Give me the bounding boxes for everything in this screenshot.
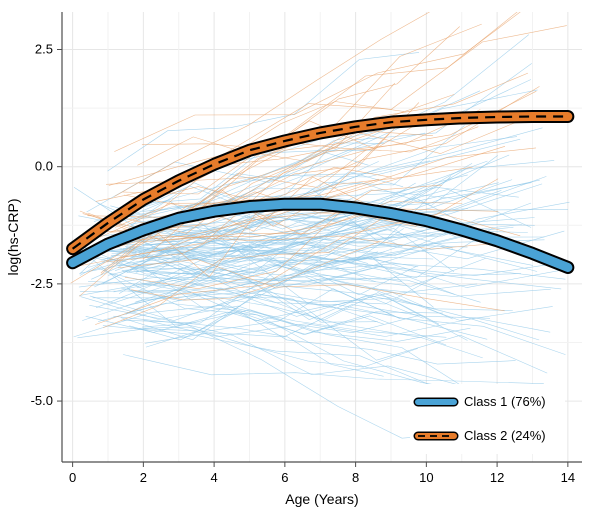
x-tick-label: 4 bbox=[210, 470, 217, 485]
legend-item-label: Class 1 (76%) bbox=[464, 394, 546, 409]
legend-item-label: Class 2 (24%) bbox=[464, 428, 546, 443]
y-axis-label: log(hs-CRP) bbox=[5, 198, 21, 275]
x-tick-label: 14 bbox=[561, 470, 575, 485]
x-tick-label: 12 bbox=[490, 470, 504, 485]
x-axis-label: Age (Years) bbox=[285, 491, 358, 507]
trajectory-chart: 0 2 4 6 8 10 12 14 -5.0 -2.5 0.0 2.5 Age (Years) log(… bbox=[0, 0, 600, 513]
y-tick-label: -5.0 bbox=[31, 393, 53, 408]
y-tick-label: 2.5 bbox=[35, 42, 53, 57]
x-tick-label: 8 bbox=[352, 470, 359, 485]
x-tick-label: 6 bbox=[281, 470, 288, 485]
legend: Class 1 (76%) Class 2 (24%) bbox=[410, 384, 565, 454]
x-tick-label: 10 bbox=[419, 470, 433, 485]
x-tick-label: 2 bbox=[140, 470, 147, 485]
y-tick-label: -2.5 bbox=[31, 276, 53, 291]
y-tick-label: 0.0 bbox=[35, 159, 53, 174]
x-tick-label: 0 bbox=[69, 470, 76, 485]
